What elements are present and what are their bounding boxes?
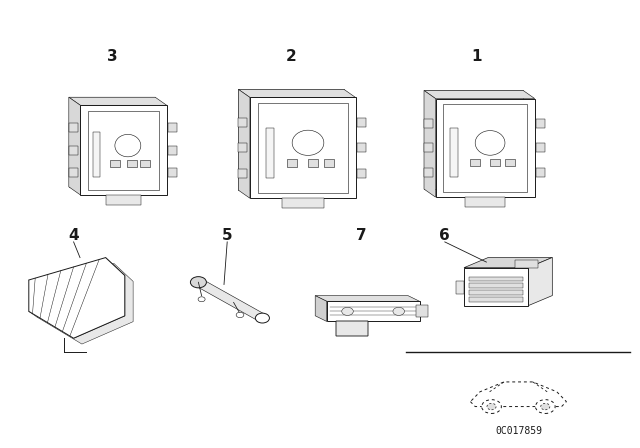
Polygon shape (68, 97, 166, 105)
Circle shape (342, 307, 353, 315)
Polygon shape (239, 90, 356, 98)
Bar (68, 168, 77, 177)
Polygon shape (68, 97, 80, 195)
Bar (239, 143, 248, 152)
Bar (515, 260, 538, 267)
Bar (464, 267, 528, 306)
Ellipse shape (236, 312, 244, 318)
Bar (168, 146, 177, 155)
Bar (469, 276, 523, 281)
Polygon shape (68, 97, 155, 187)
Polygon shape (424, 90, 435, 197)
Bar (308, 159, 319, 167)
Polygon shape (37, 263, 133, 344)
Bar (110, 160, 120, 167)
Circle shape (541, 403, 550, 410)
Polygon shape (424, 90, 535, 99)
Bar (536, 168, 545, 177)
Circle shape (482, 400, 501, 414)
Bar (239, 168, 248, 177)
Polygon shape (424, 90, 524, 189)
Bar (424, 168, 433, 177)
Circle shape (536, 400, 555, 414)
Bar (336, 322, 368, 336)
Text: 7: 7 (356, 228, 367, 243)
Polygon shape (80, 105, 166, 195)
Bar (536, 119, 545, 128)
Bar (266, 128, 274, 178)
Polygon shape (470, 382, 566, 407)
Bar (456, 281, 464, 294)
Bar (536, 143, 545, 152)
Polygon shape (315, 296, 420, 302)
Bar (88, 111, 159, 190)
Text: 3: 3 (107, 48, 117, 64)
Bar (357, 118, 366, 127)
Polygon shape (29, 258, 125, 338)
Bar (469, 297, 523, 302)
Ellipse shape (191, 277, 206, 288)
Polygon shape (435, 99, 535, 197)
Bar (417, 306, 428, 318)
Text: 4: 4 (68, 228, 79, 243)
Bar (168, 168, 177, 177)
Bar (287, 159, 298, 167)
Polygon shape (239, 90, 250, 198)
Circle shape (487, 403, 496, 410)
Bar (424, 119, 433, 128)
Bar (451, 128, 458, 177)
Text: 1: 1 (472, 48, 482, 64)
Ellipse shape (255, 313, 269, 323)
Bar (424, 143, 433, 152)
Polygon shape (239, 90, 344, 190)
Polygon shape (250, 98, 356, 198)
Bar (68, 146, 77, 155)
Bar (326, 302, 420, 322)
Bar (357, 143, 366, 152)
Bar (490, 159, 500, 166)
Bar (469, 284, 523, 288)
Text: 2: 2 (286, 48, 296, 64)
Text: 0C017859: 0C017859 (495, 426, 542, 436)
Bar (443, 104, 527, 192)
Polygon shape (74, 258, 125, 338)
Bar (465, 197, 505, 207)
Polygon shape (195, 279, 266, 321)
Bar (282, 198, 324, 208)
Polygon shape (528, 258, 552, 306)
Circle shape (393, 307, 404, 315)
Text: 5: 5 (222, 228, 232, 243)
Bar (470, 159, 480, 166)
Polygon shape (315, 296, 326, 322)
Bar (168, 123, 177, 132)
Text: 6: 6 (440, 228, 450, 243)
Bar (357, 168, 366, 177)
Polygon shape (464, 258, 552, 267)
Bar (140, 160, 150, 167)
Bar (106, 195, 141, 205)
Bar (336, 322, 368, 336)
Bar (469, 290, 523, 295)
Bar (258, 103, 348, 193)
Bar (127, 160, 137, 167)
Bar (239, 118, 248, 127)
Ellipse shape (198, 297, 205, 302)
Bar (93, 132, 100, 177)
Bar (68, 123, 77, 132)
Bar (324, 159, 334, 167)
Bar (505, 159, 515, 166)
